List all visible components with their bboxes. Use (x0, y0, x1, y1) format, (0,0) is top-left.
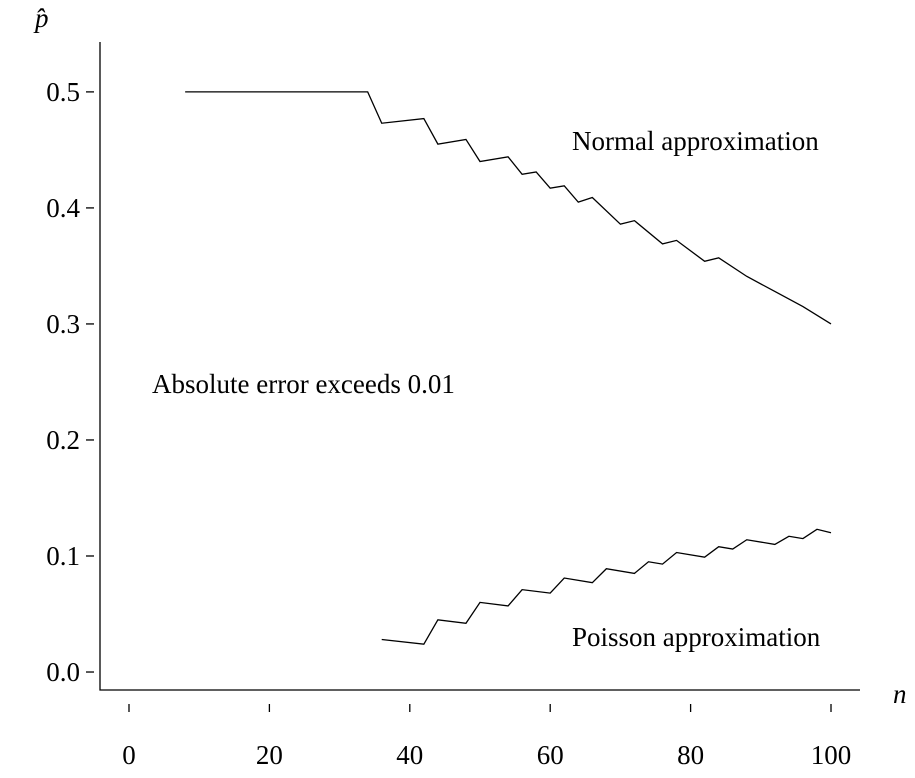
y-tick-label: 0.4 (46, 193, 80, 223)
y-tick-label: 0.2 (46, 425, 80, 455)
axis-frame (99, 42, 860, 691)
x-tick-label: 80 (677, 740, 704, 770)
y-tick-label: 0.1 (46, 541, 80, 571)
series-label: Poisson approximation (572, 622, 821, 652)
line (381, 528, 832, 645)
x-tick-label: 0 (122, 740, 136, 770)
y-axis-label: p̂ (33, 3, 49, 33)
series-label: Normal approximation (572, 126, 819, 156)
y-tick-label: 0.5 (46, 77, 80, 107)
line (185, 91, 832, 325)
x-tick-label: 20 (256, 740, 283, 770)
y-tick-label: 0.3 (46, 309, 80, 339)
y-tick-label: 0.0 (46, 657, 80, 687)
annotation: Absolute error exceeds 0.01 (152, 369, 455, 399)
x-tick-label: 60 (537, 740, 564, 770)
x-tick-label: 100 (811, 740, 852, 770)
x-tick-label: 40 (396, 740, 423, 770)
x-axis-label: n (893, 679, 907, 709)
